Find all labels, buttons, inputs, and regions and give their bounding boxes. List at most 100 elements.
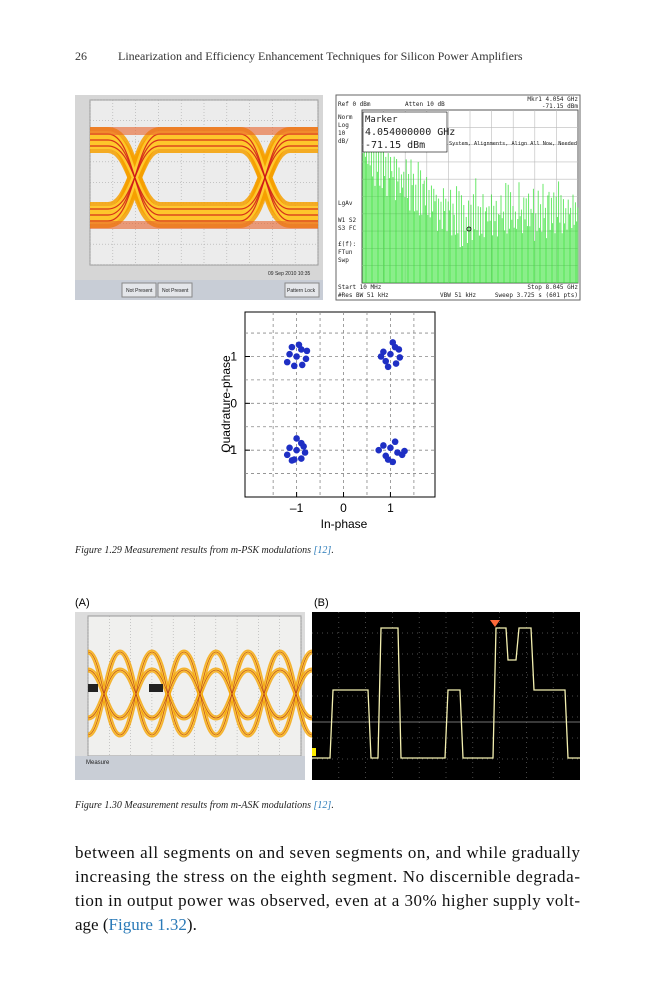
analyzer-text: -71.15 dBm bbox=[542, 103, 579, 110]
data-point bbox=[384, 363, 392, 371]
data-point bbox=[286, 350, 293, 358]
marker-point bbox=[466, 226, 472, 232]
trigger-marker bbox=[312, 748, 316, 756]
y-tick-label: 0 bbox=[230, 396, 237, 410]
eye-trace bbox=[90, 139, 318, 216]
data-point bbox=[401, 447, 408, 455]
x-tick-label: 1 bbox=[387, 501, 394, 515]
ask-eye-diagram: Measure bbox=[75, 612, 314, 780]
analyzer-text: LgAv bbox=[338, 200, 353, 207]
data-point bbox=[382, 452, 390, 460]
eye-diagram: 09 Sep 2010 10:35 Not Present Not Presen… bbox=[75, 95, 323, 300]
eye-trace bbox=[247, 669, 281, 719]
data-point bbox=[290, 362, 298, 370]
button-label: Not Present bbox=[126, 288, 153, 294]
analyzer-text: W1 S2 bbox=[338, 217, 356, 224]
caption-text: Figure 1.30 Measurement results from m-A… bbox=[74, 800, 311, 811]
text: ). bbox=[187, 915, 197, 934]
button bbox=[157, 282, 193, 298]
analyzer-text: 10 bbox=[338, 130, 346, 137]
analyzer-text: Ref 0 dBm bbox=[338, 101, 371, 108]
marker-tag bbox=[88, 684, 98, 692]
eye-band bbox=[90, 127, 318, 135]
text-line: tion in output power was observed, even … bbox=[75, 891, 580, 910]
data-point bbox=[387, 444, 394, 452]
data-point bbox=[283, 358, 291, 366]
data-point bbox=[300, 443, 307, 450]
y-tick-label: 1 bbox=[230, 349, 237, 363]
scope-date: 09 Sep 2010 10:35 bbox=[268, 271, 310, 277]
constellation: In-phase Quadrature-phase –1 0 1 –1 0 1 bbox=[219, 311, 436, 531]
data-point bbox=[382, 357, 390, 365]
analyzer-text: 4.054000000 GHz bbox=[365, 127, 455, 138]
eye-trace bbox=[119, 669, 153, 719]
x-axis-label: In-phase bbox=[321, 517, 368, 531]
marker-tag bbox=[149, 684, 163, 692]
data-point bbox=[392, 360, 400, 367]
data-point bbox=[283, 451, 291, 459]
data-point bbox=[295, 341, 303, 349]
eye-trace bbox=[183, 669, 217, 719]
eye-trace bbox=[215, 669, 249, 719]
button-label: Not Present bbox=[162, 288, 189, 294]
text-line: between all segments on and seven segmen… bbox=[75, 843, 581, 862]
plot-frame bbox=[244, 311, 436, 498]
data-point bbox=[303, 347, 311, 355]
page-number: 26 bbox=[75, 49, 87, 63]
analyzer-text: Swp bbox=[338, 257, 349, 264]
data-point bbox=[387, 350, 394, 358]
text-line: age (Figure 1.32). bbox=[75, 915, 197, 934]
analyzer-text: #Res BW 51 kHz bbox=[338, 292, 389, 299]
data-point bbox=[395, 346, 403, 353]
caption-text: Figure 1.29 Measurement results from m-P… bbox=[74, 545, 311, 556]
data-point bbox=[288, 343, 296, 351]
button-label: Pattern Lock bbox=[287, 288, 316, 294]
data-point bbox=[286, 444, 293, 452]
trigger-marker bbox=[490, 620, 500, 627]
analyzer-text: dB/ bbox=[338, 138, 349, 145]
analyzer-text: Marker bbox=[365, 115, 398, 125]
y-axis-label: Quadrature-phase bbox=[219, 355, 233, 453]
data-point bbox=[293, 446, 300, 454]
text: age ( bbox=[75, 915, 109, 934]
panel-label: (B) bbox=[314, 597, 329, 609]
analyzer-text: VBW 51 kHz bbox=[440, 292, 477, 299]
eye-band bbox=[90, 221, 318, 229]
data-point bbox=[396, 354, 404, 361]
figure-caption: Figure 1.30 Measurement results from m-A… bbox=[74, 800, 334, 811]
caption-end: . bbox=[331, 800, 334, 811]
running-title: Linearization and Efficiency Enhancement… bbox=[118, 49, 523, 63]
x-tick-label: 0 bbox=[340, 501, 347, 515]
marker-box bbox=[362, 111, 448, 153]
figure-link[interactable]: Figure 1.32 bbox=[109, 915, 187, 934]
waveform bbox=[312, 627, 580, 759]
eye-trace bbox=[90, 145, 318, 210]
analyzer-text: Log bbox=[338, 122, 349, 129]
data-point bbox=[380, 442, 387, 449]
button bbox=[121, 282, 157, 298]
analyzer-text: FTun bbox=[338, 249, 353, 256]
eye-trace bbox=[90, 139, 318, 216]
analyzer-text: Atten 10 dB bbox=[405, 101, 445, 108]
data-point bbox=[301, 449, 309, 456]
oscilloscope bbox=[312, 612, 580, 780]
y-tick-label: –1 bbox=[224, 443, 238, 457]
measure-label: Measure bbox=[86, 760, 110, 766]
button bbox=[284, 282, 320, 298]
citation[interactable]: [12] bbox=[314, 800, 332, 811]
body-paragraph: between all segments on and seven segmen… bbox=[75, 843, 581, 934]
citation[interactable]: [12] bbox=[314, 545, 332, 556]
data-point bbox=[293, 353, 300, 360]
data-point bbox=[389, 339, 397, 346]
analyzer-text: Stop 8.045 GHz bbox=[527, 284, 578, 291]
figure-caption: Figure 1.29 Measurement results from m-P… bbox=[74, 545, 334, 556]
scope-toolbar bbox=[75, 756, 305, 780]
analyzer-text: Sweep 3.725 s (601 pts) bbox=[495, 292, 578, 299]
data-point bbox=[389, 458, 397, 466]
analyzer-text: Start 10 MHz bbox=[338, 284, 382, 291]
eye-trace bbox=[87, 669, 121, 719]
analyzer-text: S3 FC bbox=[338, 225, 356, 232]
